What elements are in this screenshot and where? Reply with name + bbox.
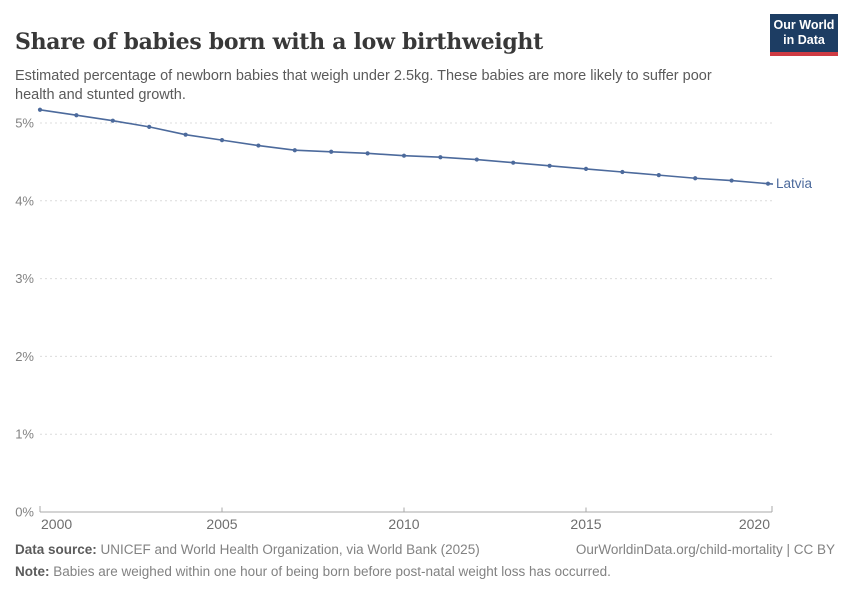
y-tick-label: 1% (15, 427, 34, 442)
owid-logo[interactable]: Our World in Data (770, 14, 838, 56)
chart-subtitle: Estimated percentage of newborn babies t… (15, 67, 712, 103)
data-point[interactable] (329, 149, 334, 154)
owid-logo-line2: in Data (783, 33, 825, 48)
data-point[interactable] (474, 157, 479, 162)
data-point[interactable] (693, 176, 698, 181)
data-point[interactable] (656, 173, 661, 178)
x-tick-label: 2000 (41, 516, 72, 532)
data-source-label: Data source: (15, 542, 97, 557)
data-point[interactable] (511, 160, 516, 165)
data-point[interactable] (729, 178, 734, 183)
x-tick-label: 2020 (739, 516, 770, 532)
chart-title: Share of babies born with a low birthwei… (15, 28, 543, 55)
y-tick-label: 4% (15, 193, 34, 208)
data-point[interactable] (292, 148, 297, 153)
data-point[interactable] (219, 138, 225, 143)
owid-logo-line1: Our World (773, 18, 835, 32)
y-tick-label: 0% (15, 505, 34, 520)
data-source-text: Data source: UNICEF and World Health Org… (15, 542, 480, 557)
chart-footer: Data source: UNICEF and World Health Org… (15, 542, 835, 579)
data-point[interactable] (37, 107, 43, 112)
y-tick-label: 3% (15, 271, 34, 286)
owid-logo-red-bar (770, 51, 838, 56)
data-point[interactable] (147, 124, 152, 129)
citation-link[interactable]: OurWorldinData.org/child-mortality | CC … (575, 542, 835, 557)
entity-label[interactable]: Latvia (776, 176, 813, 191)
note-text: Note: Babies are weighed within one hour… (15, 564, 611, 579)
data-point[interactable] (256, 143, 261, 148)
data-point[interactable] (765, 181, 771, 186)
data-point[interactable] (183, 132, 188, 137)
note-label: Note: (15, 564, 50, 579)
y-tick-label: 2% (15, 349, 34, 364)
data-point[interactable] (110, 118, 115, 123)
data-point[interactable] (583, 166, 589, 172)
data-line[interactable] (39, 108, 769, 185)
y-tick-label: 5% (15, 116, 34, 131)
data-point[interactable] (401, 153, 407, 158)
data-point[interactable] (620, 169, 625, 175)
data-point[interactable] (438, 155, 443, 160)
x-tick-label: 2015 (570, 516, 601, 532)
data-point[interactable] (547, 163, 552, 168)
x-tick-label: 2005 (206, 516, 237, 532)
data-point[interactable] (365, 151, 370, 156)
data-point[interactable] (74, 113, 79, 118)
x-tick-label: 2010 (388, 516, 419, 532)
